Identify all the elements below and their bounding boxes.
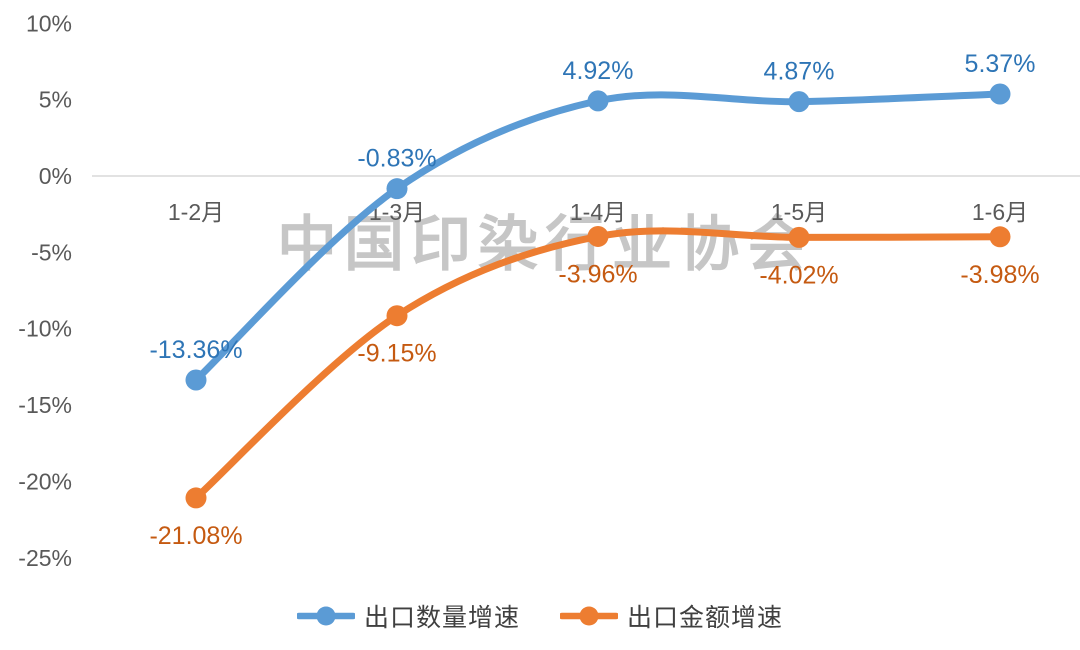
y-axis-tick-label: -25% xyxy=(18,545,72,571)
data-point-marker[interactable] xyxy=(587,225,609,247)
y-axis-tick-label: 5% xyxy=(39,87,72,113)
data-label: -13.36% xyxy=(149,336,242,364)
data-point-marker[interactable] xyxy=(185,369,207,391)
data-label: 5.37% xyxy=(965,50,1036,78)
data-point-marker[interactable] xyxy=(386,305,408,327)
legend-line-dot-marker-orange xyxy=(560,606,618,626)
chart-legend: 出口数量增速 出口金额增速 xyxy=(0,598,1080,634)
legend-item-export-amount[interactable]: 出口金额增速 xyxy=(560,598,783,634)
data-label: -21.08% xyxy=(149,522,242,550)
y-axis-tick-label: -20% xyxy=(18,468,72,494)
x-axis-category-label: 1-5月 xyxy=(771,199,827,225)
data-label: 4.92% xyxy=(563,57,634,85)
x-axis-category-label: 1-4月 xyxy=(570,199,626,225)
legend-line-dot-marker-blue xyxy=(296,606,355,626)
data-label: -4.02% xyxy=(759,261,838,289)
data-point-marker[interactable] xyxy=(386,178,408,200)
legend-label-export-amount: 出口金额增速 xyxy=(627,604,784,632)
legend-item-export-quantity[interactable]: 出口数量增速 xyxy=(296,598,520,634)
data-label: 4.87% xyxy=(764,58,835,86)
data-point-marker[interactable] xyxy=(989,83,1011,105)
x-axis-category-label: 1-6月 xyxy=(972,199,1028,225)
data-label: -9.15% xyxy=(357,340,436,368)
data-label: -3.96% xyxy=(558,260,637,288)
data-label: -3.98% xyxy=(960,261,1039,289)
data-point-marker[interactable] xyxy=(788,226,810,248)
data-point-marker[interactable] xyxy=(185,487,207,509)
data-point-marker[interactable] xyxy=(587,90,609,112)
y-axis-tick-label: 0% xyxy=(39,163,72,189)
legend-label-export-quantity: 出口数量增速 xyxy=(363,604,520,632)
y-axis-tick-label: -5% xyxy=(31,239,72,265)
y-axis-tick-label: -15% xyxy=(18,392,72,418)
y-axis-tick-label: -10% xyxy=(18,316,72,342)
x-axis-category-label: 1-2月 xyxy=(168,199,224,225)
watermark-text: 中国印染行业协会 xyxy=(277,211,813,278)
data-point-marker[interactable] xyxy=(989,226,1011,248)
y-axis-tick-label: 10% xyxy=(26,10,72,36)
data-point-marker[interactable] xyxy=(788,91,810,113)
data-label: -0.83% xyxy=(357,145,436,173)
